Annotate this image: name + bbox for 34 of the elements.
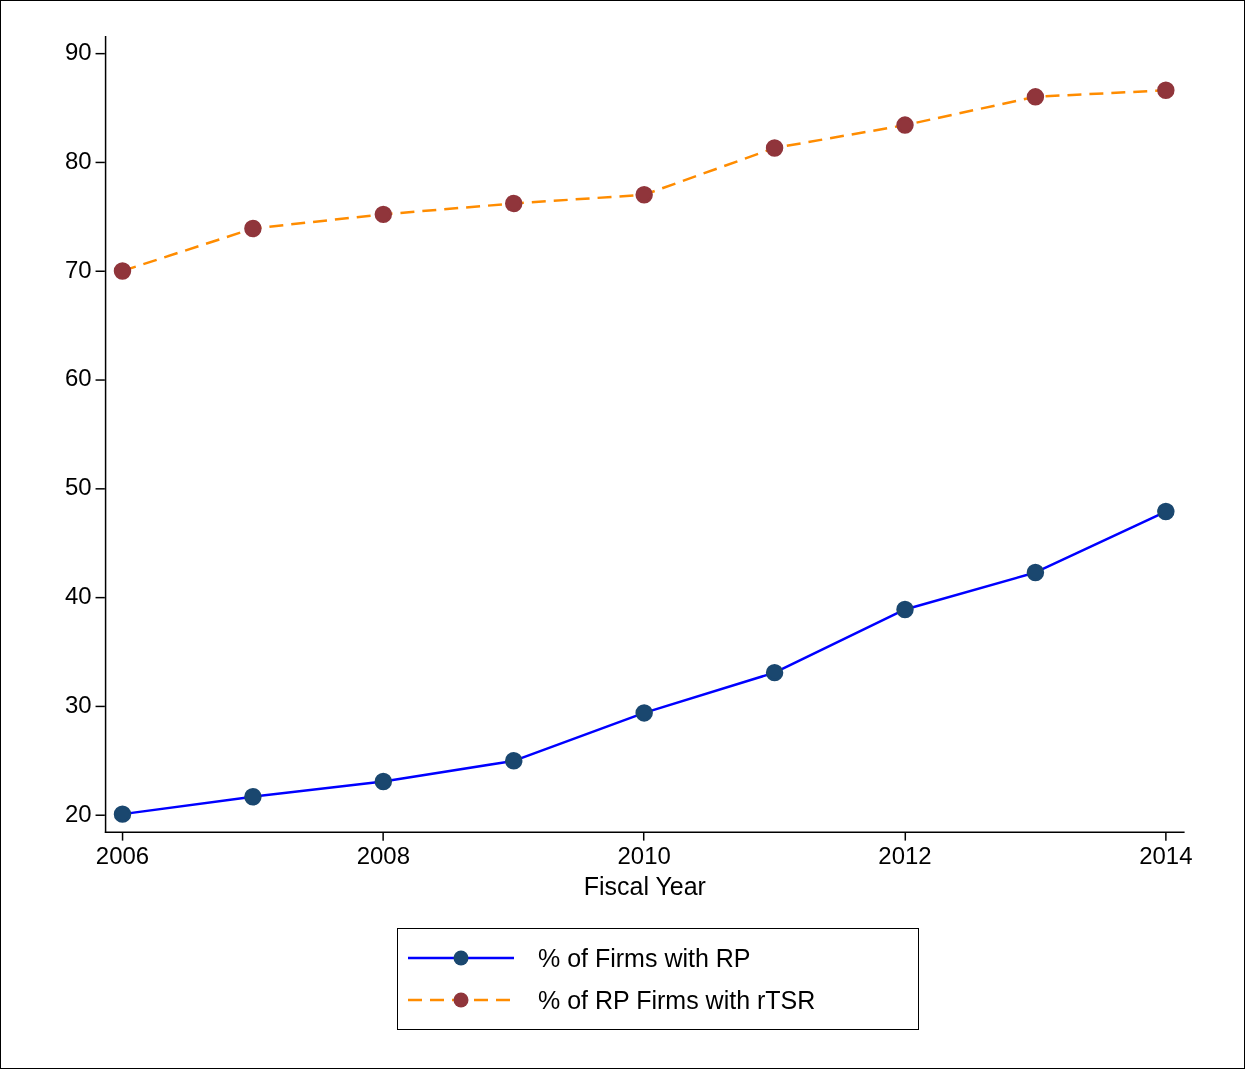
x-tick-label: 2008: [356, 841, 410, 869]
point: [244, 219, 262, 238]
y-tick-label: 30: [64, 690, 92, 718]
point: [374, 772, 393, 791]
y-tick-label: 90: [64, 37, 92, 65]
point: [765, 139, 784, 157]
point: [505, 194, 523, 213]
y-tick-label: 50: [64, 473, 92, 501]
point: [244, 787, 262, 806]
legend-label: % of Firms with RP: [538, 943, 751, 973]
point: [896, 116, 914, 134]
point: [896, 600, 914, 619]
point: [765, 663, 784, 682]
y-tick-label: 60: [64, 364, 92, 392]
point: [505, 752, 523, 770]
x-axis-title: Fiscal Year: [583, 872, 706, 901]
y-tick-label: 40: [64, 582, 92, 610]
point: [635, 704, 653, 722]
point: [635, 186, 653, 204]
y-tick-label: 70: [64, 255, 92, 283]
y-tick-label: 80: [64, 146, 92, 174]
point: [1026, 88, 1045, 106]
x-tick-label: 2010: [617, 841, 671, 869]
point: [113, 262, 132, 280]
point: [1157, 502, 1175, 521]
point: [113, 805, 132, 823]
x-tick-label: 2014: [1139, 841, 1193, 869]
x-tick-label: 2006: [95, 841, 150, 869]
legend-label: % of RP Firms with rTSR: [538, 985, 816, 1015]
point: [374, 205, 393, 224]
y-tick-label: 20: [64, 799, 92, 827]
point: [1157, 81, 1175, 100]
point: [1026, 563, 1045, 582]
x-tick-label: 2012: [878, 841, 932, 869]
